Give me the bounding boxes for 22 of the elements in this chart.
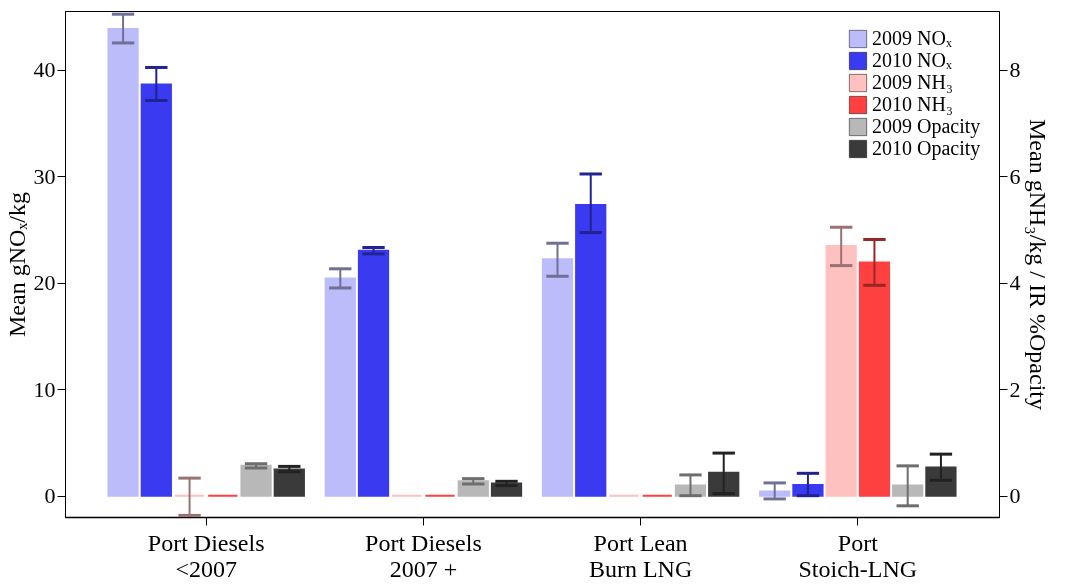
legend-label: 2010 NH₃ [872, 93, 953, 115]
legend-label: 2009 NH₃ [872, 71, 953, 93]
y2-tick-label: 6 [1009, 163, 1021, 189]
legend-label: 2010 NOₓ [872, 49, 952, 71]
legend-label: 2009 NOₓ [872, 27, 952, 49]
y-tick-label: 20 [33, 270, 56, 296]
y-tick-label: 0 [44, 483, 56, 509]
y-tick-label: 10 [33, 376, 56, 402]
legend-label: 2009 Opacity [872, 115, 981, 138]
y2-tick-label: 0 [1009, 483, 1021, 509]
y2-axis-title: Mean gNH₃/kg / IR %Opacity [1024, 119, 1051, 410]
y2-tick-label: 2 [1009, 376, 1021, 402]
y2-tick-label: 4 [1009, 270, 1021, 296]
x-tick-label: Port Diesels <2007 [147, 529, 265, 582]
x-tick-label: Port Lean Burn LNG [588, 529, 693, 582]
x-tick-label: Port Stoich-LNG [798, 529, 918, 582]
y-tick-label: 40 [33, 57, 56, 83]
y2-tick-label: 8 [1009, 57, 1021, 83]
y-axis-title: Mean gNOₓ/kg [3, 192, 30, 337]
x-tick-label: Port Diesels 2007 + [365, 529, 482, 582]
legend-label: 2010 Opacity [872, 137, 981, 160]
y-tick-label: 30 [33, 163, 56, 189]
